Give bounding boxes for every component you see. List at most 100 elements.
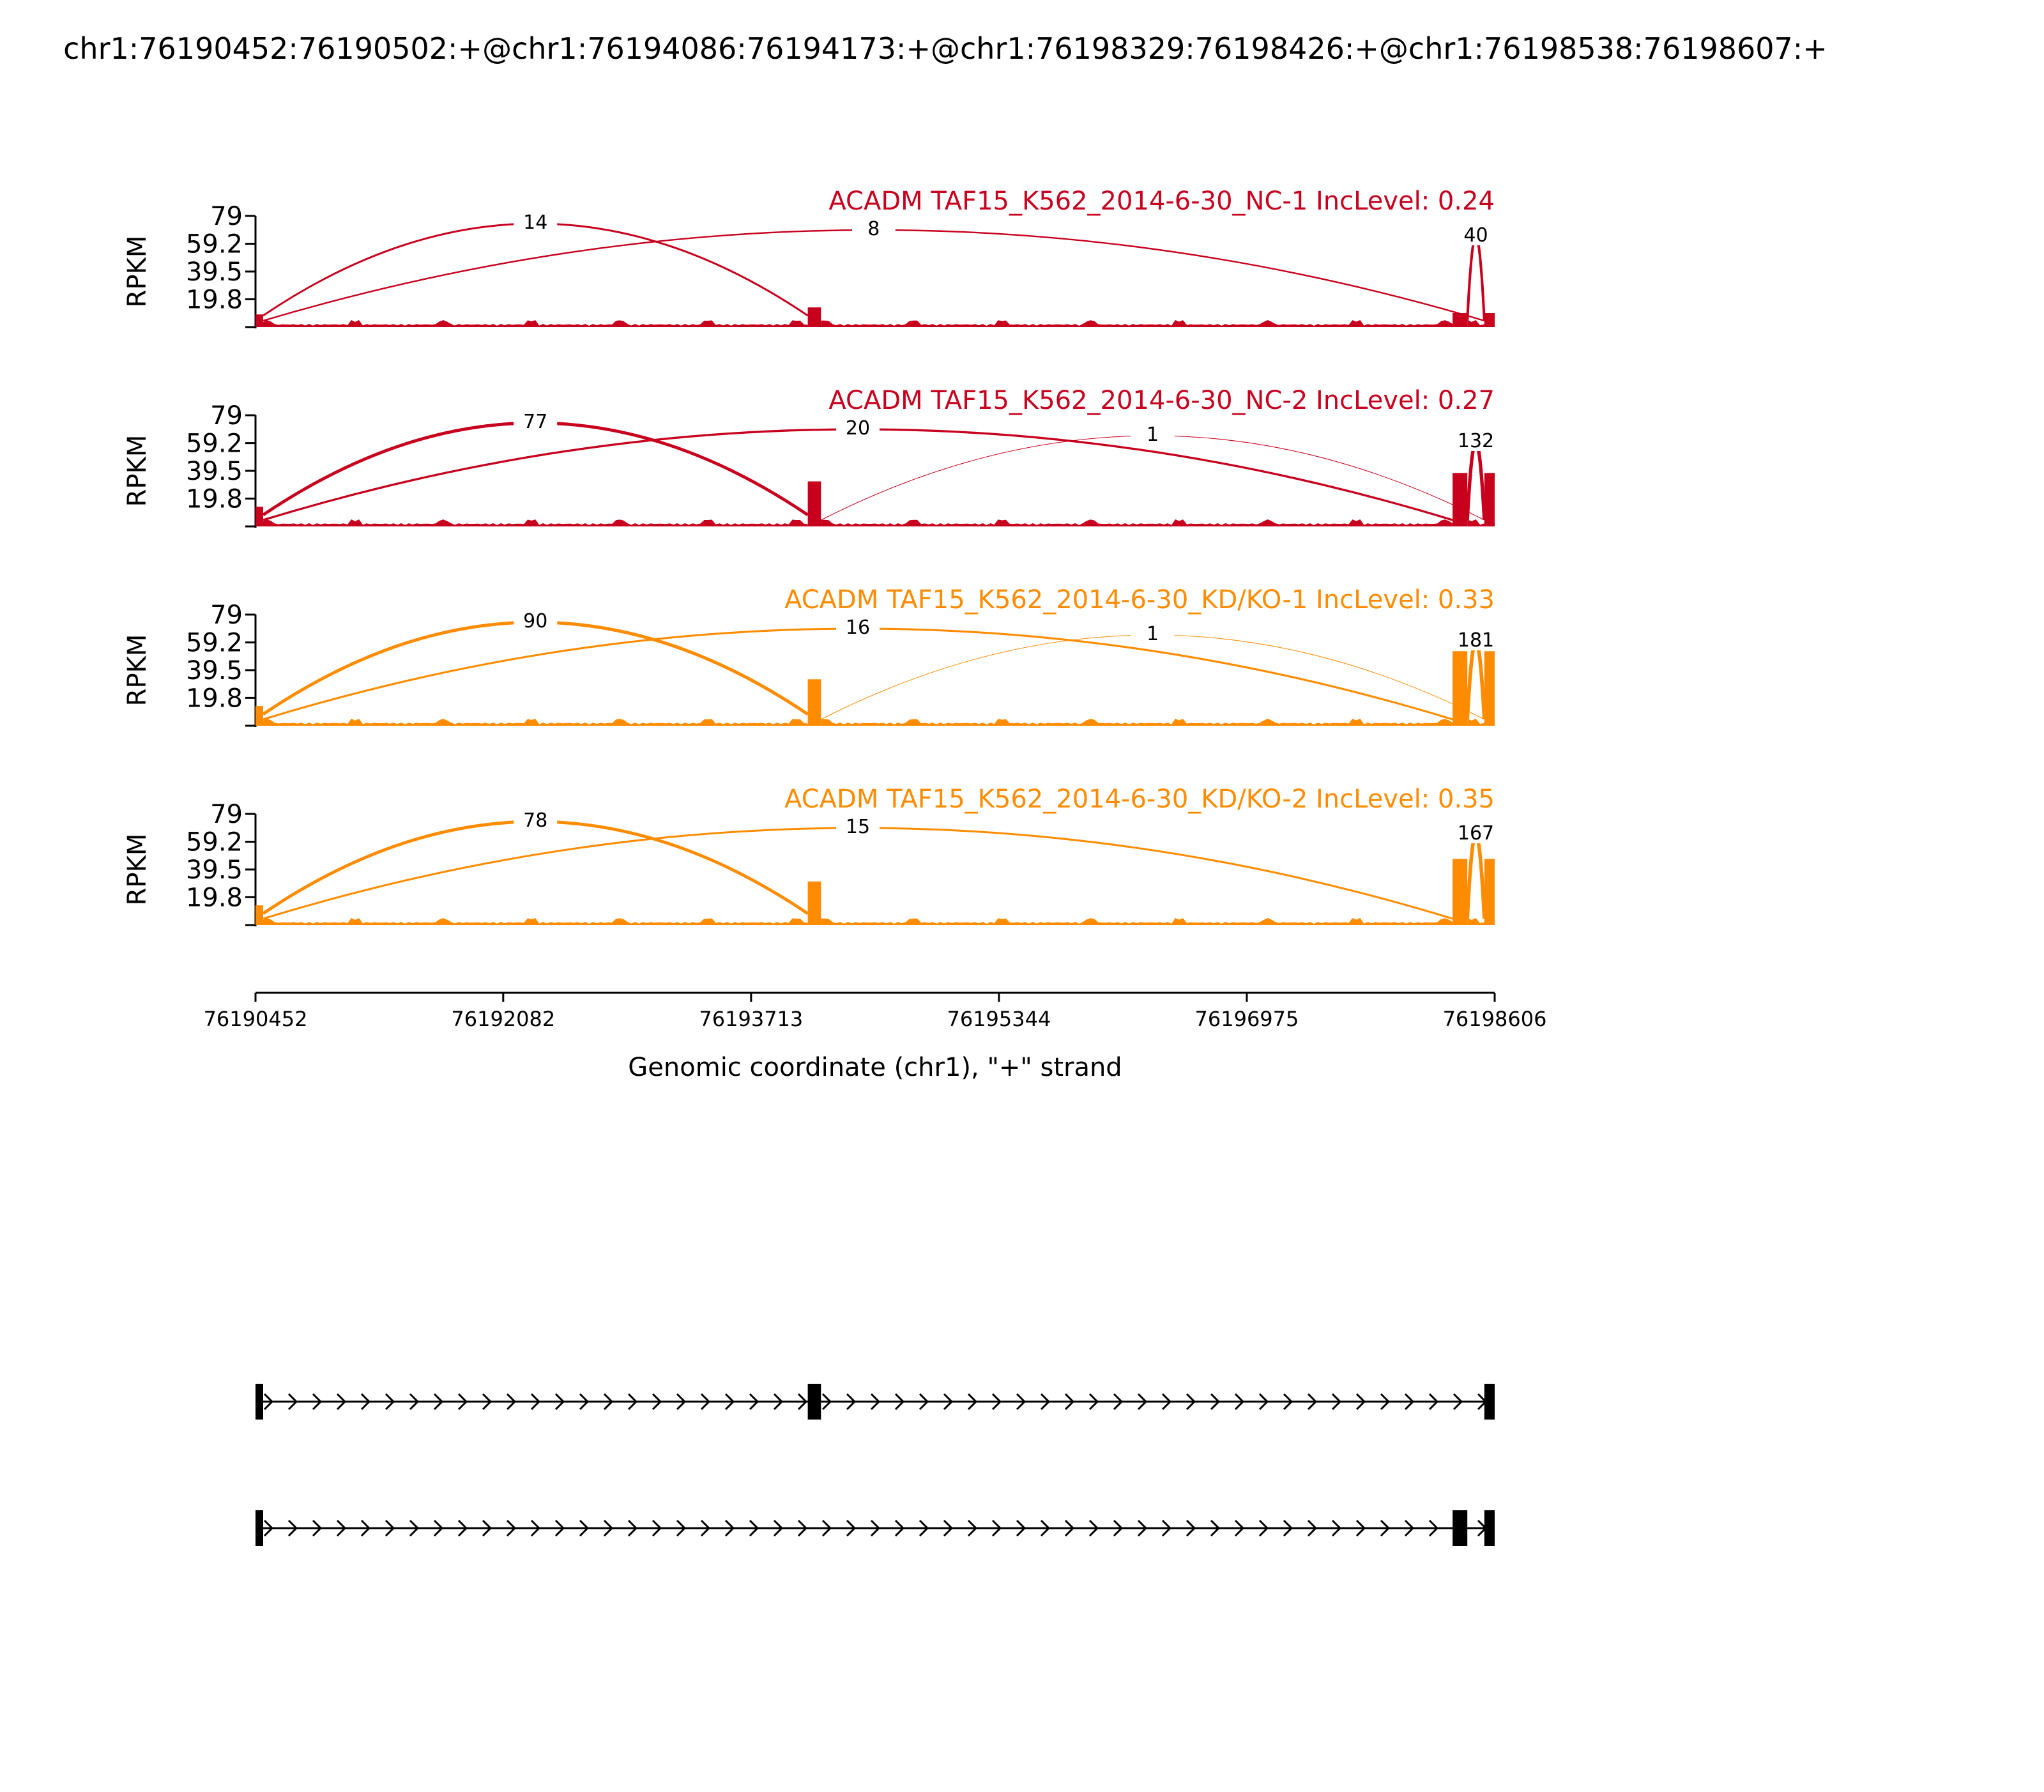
strand-arrow-icon — [287, 1393, 298, 1411]
strand-arrow-icon — [1186, 1519, 1196, 1537]
strand-arrow-icon — [1186, 1393, 1196, 1411]
exon-coverage-bar — [1453, 473, 1468, 526]
exon-coverage-bar — [1484, 859, 1495, 925]
strand-arrow-icon — [1210, 1393, 1221, 1411]
y-tick-label: 79 — [210, 202, 243, 231]
exon-coverage-bar — [1484, 651, 1495, 726]
strand-arrow-icon — [603, 1393, 614, 1411]
strand-arrow-icon — [943, 1393, 954, 1411]
strand-arrow-icon — [894, 1519, 905, 1537]
isoform-exon — [807, 1384, 821, 1420]
y-tick-label: 59.2 — [186, 429, 243, 459]
strand-arrow-icon — [1161, 1393, 1172, 1411]
strand-arrow-icon — [627, 1519, 638, 1537]
strand-arrow-icon — [433, 1393, 444, 1411]
junction-count: 181 — [1458, 629, 1494, 652]
strand-arrow-icon — [263, 1393, 274, 1411]
y-tick-label: 39.5 — [186, 257, 243, 287]
strand-arrow-icon — [1380, 1519, 1391, 1537]
y-tick-label: 59.2 — [186, 230, 243, 259]
intron-coverage — [263, 719, 1484, 726]
isoform-1 — [256, 1384, 1495, 1420]
strand-arrow-icon — [1331, 1519, 1342, 1537]
strand-arrow-icon — [1137, 1519, 1148, 1537]
isoform-exon — [256, 1384, 263, 1420]
junction-arc — [1465, 832, 1486, 919]
strand-arrow-icon — [336, 1393, 347, 1411]
strand-arrow-icon — [579, 1393, 590, 1411]
strand-arrow-icon — [700, 1393, 711, 1411]
junction-label-bg — [514, 410, 558, 432]
strand-arrow-icon — [409, 1519, 420, 1537]
strand-arrow-icon — [409, 1393, 420, 1411]
junction-count: 132 — [1458, 430, 1494, 452]
junction-arc — [262, 620, 809, 716]
exon-coverage-bar — [1484, 473, 1495, 526]
strand-arrow-icon — [506, 1519, 517, 1537]
track-title: ACADM TAF15_K562_2014-6-30_KD/KO-1 IncLe… — [784, 585, 1495, 615]
strand-arrow-icon — [1016, 1519, 1026, 1537]
strand-arrow-icon — [1331, 1393, 1342, 1411]
junction-label-bg — [835, 616, 880, 638]
strand-arrow-icon — [1428, 1393, 1439, 1411]
strand-arrow-icon — [530, 1393, 541, 1411]
y-tick-label: 19.8 — [186, 285, 243, 314]
exon-coverage-bar — [256, 314, 263, 327]
strand-arrow-icon — [1258, 1519, 1269, 1537]
strand-arrow-icon — [1161, 1519, 1172, 1537]
junction-count: 1 — [1147, 424, 1159, 446]
strand-arrow-icon — [700, 1519, 711, 1537]
junction-label-bg — [514, 211, 558, 233]
y-tick-label: 39.5 — [186, 656, 243, 685]
strand-arrow-icon — [773, 1393, 784, 1411]
y-tick-label: 59.2 — [186, 828, 243, 857]
strand-arrow-icon — [1355, 1393, 1366, 1411]
strand-arrow-icon — [530, 1519, 541, 1537]
junction-arc — [1465, 440, 1486, 521]
strand-arrow-icon — [603, 1519, 614, 1537]
strand-arrow-icon — [1040, 1393, 1051, 1411]
strand-arrow-icon — [1234, 1519, 1245, 1537]
junction-label-bg — [1131, 423, 1175, 445]
x-tick-label: 76190452 — [204, 1007, 308, 1031]
strand-arrow-icon — [1113, 1393, 1124, 1411]
exon-coverage-bar — [256, 905, 263, 925]
junction-label-bg — [1454, 629, 1498, 650]
strand-arrow-icon — [1016, 1393, 1026, 1411]
strand-arrow-icon — [724, 1393, 735, 1411]
strand-arrow-icon — [1064, 1393, 1075, 1411]
y-axis-label: RPKM — [123, 236, 152, 308]
strand-arrow-icon — [1040, 1519, 1051, 1537]
exon-coverage-bar — [807, 679, 821, 726]
strand-arrow-icon — [1307, 1393, 1318, 1411]
exon-coverage-bar — [1484, 312, 1495, 327]
x-tick-label: 76196975 — [1195, 1007, 1299, 1031]
y-axis-label: RPKM — [123, 435, 152, 507]
strand-arrow-icon — [287, 1519, 298, 1537]
strand-arrow-icon — [1234, 1393, 1245, 1411]
strand-arrow-icon — [385, 1519, 395, 1537]
track-title: ACADM TAF15_K562_2014-6-30_KD/KO-2 IncLe… — [784, 785, 1495, 814]
strand-arrow-icon — [991, 1393, 1002, 1411]
exon-coverage-bar — [807, 307, 821, 327]
strand-arrow-icon — [1380, 1393, 1391, 1411]
junction-count: 16 — [846, 616, 870, 639]
strand-arrow-icon — [919, 1519, 929, 1537]
strand-arrow-icon — [1064, 1519, 1075, 1537]
strand-arrow-icon — [506, 1393, 517, 1411]
junction-label-bg — [1454, 429, 1498, 451]
y-tick-label: 39.5 — [186, 855, 243, 885]
junction-label-bg — [1454, 224, 1498, 245]
strand-arrow-icon — [627, 1393, 638, 1411]
junction-count: 15 — [846, 816, 870, 838]
track-title: ACADM TAF15_K562_2014-6-30_NC-1 IncLevel… — [828, 187, 1495, 216]
junction-label-bg — [1454, 822, 1498, 843]
strand-arrow-icon — [457, 1519, 468, 1537]
junction-count: 20 — [846, 417, 870, 440]
exon-coverage-bar — [807, 481, 821, 526]
strand-arrow-icon — [919, 1393, 929, 1411]
